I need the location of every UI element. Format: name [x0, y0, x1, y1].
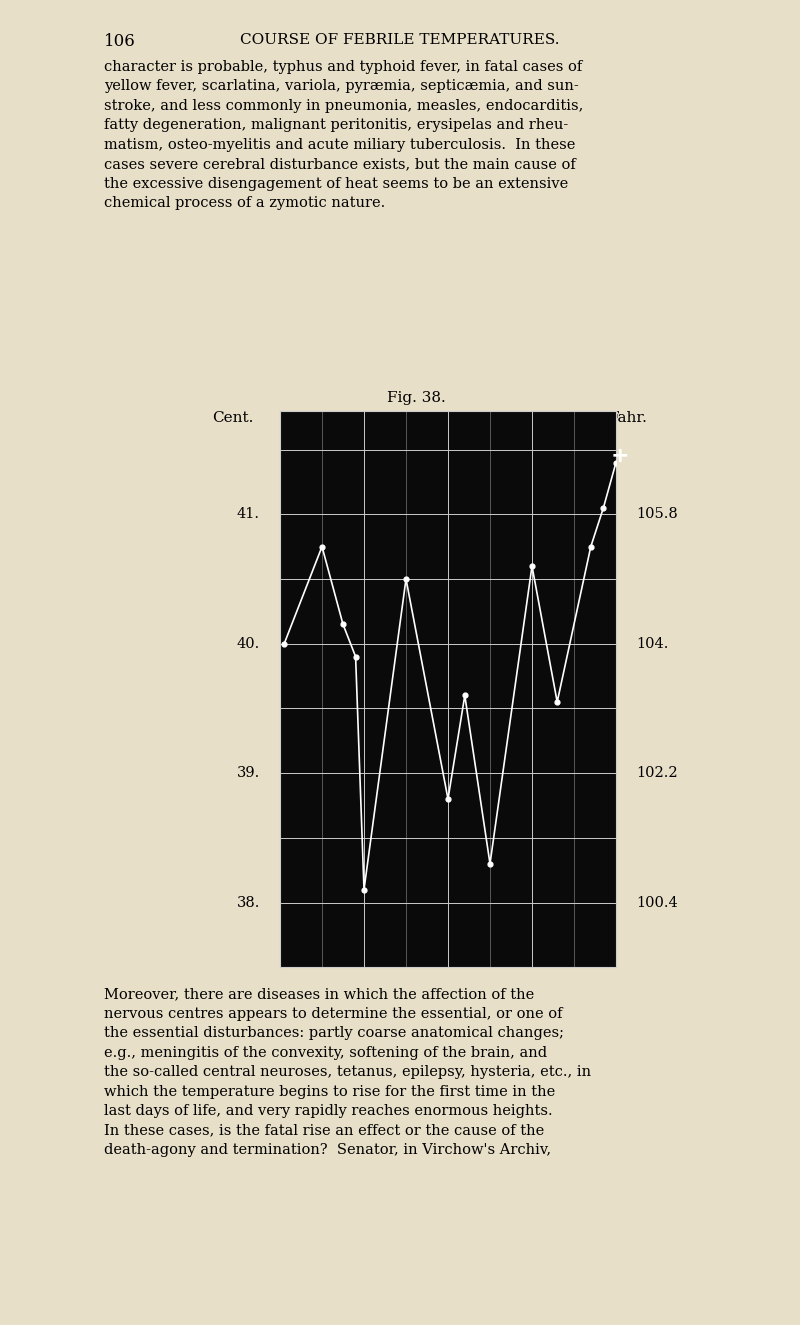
Text: 106: 106: [104, 33, 136, 50]
Text: COURSE OF FEBRILE TEMPERATURES.: COURSE OF FEBRILE TEMPERATURES.: [240, 33, 560, 48]
Point: [597, 497, 610, 518]
Point: [483, 853, 496, 875]
Point: [610, 452, 622, 473]
Text: character is probable, typhus and typhoid fever, in fatal cases of
yellow fever,: character is probable, typhus and typhoi…: [104, 60, 583, 211]
Text: Fig. 38.: Fig. 38.: [386, 391, 446, 405]
Text: +: +: [611, 447, 630, 466]
Point: [337, 613, 350, 635]
Text: Moreover, there are diseases in which the affection of the
nervous centres appea: Moreover, there are diseases in which th…: [104, 987, 591, 1157]
Text: 41.: 41.: [237, 507, 260, 521]
Point: [551, 692, 564, 713]
Point: [584, 537, 597, 558]
Point: [350, 647, 362, 668]
Point: [442, 788, 454, 810]
Point: [358, 878, 370, 900]
Text: Fahr.: Fahr.: [608, 411, 647, 425]
Point: [315, 537, 329, 558]
Text: 38.: 38.: [237, 896, 260, 909]
Text: 102.2: 102.2: [636, 766, 678, 780]
Text: 100.4: 100.4: [636, 896, 678, 909]
Point: [458, 685, 471, 706]
Text: 39.: 39.: [237, 766, 260, 780]
Point: [400, 568, 413, 590]
Text: 40.: 40.: [237, 637, 260, 651]
Point: [278, 633, 290, 655]
Point: [526, 555, 538, 576]
Text: Cent.: Cent.: [212, 411, 254, 425]
Text: 104.: 104.: [636, 637, 668, 651]
Text: 105.8: 105.8: [636, 507, 678, 521]
